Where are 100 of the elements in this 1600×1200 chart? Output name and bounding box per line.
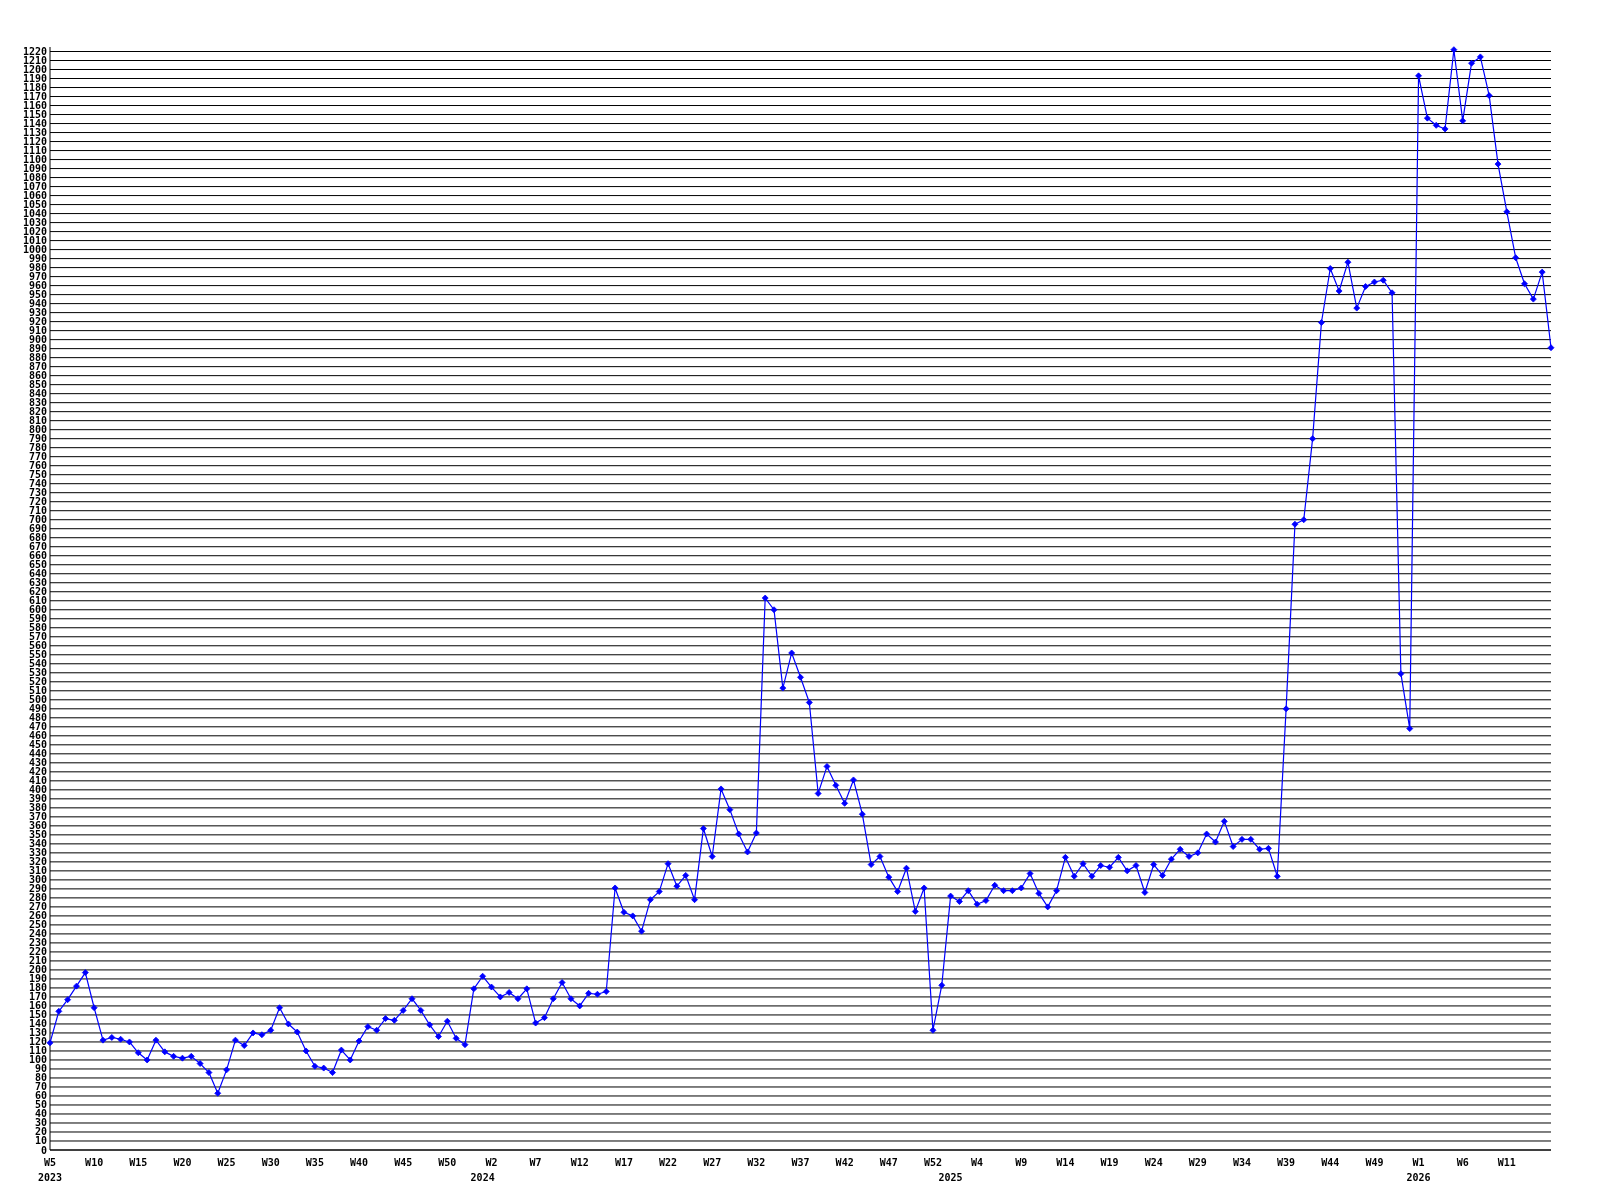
y-tick-label: 600 xyxy=(28,604,47,616)
x-tick-label: W20 xyxy=(173,1157,192,1168)
y-tick-label: 420 xyxy=(28,766,47,778)
y-tick-label: 1020 xyxy=(22,226,47,238)
x-tick-label: W34 xyxy=(1232,1157,1251,1168)
y-tick-label: 50 xyxy=(34,1099,47,1111)
y-tick-label: 510 xyxy=(28,685,47,697)
y-tick-label: 890 xyxy=(28,343,47,355)
x-tick-label: W4 xyxy=(971,1157,984,1168)
y-tick-label: 580 xyxy=(28,622,47,634)
y-tick-label: 350 xyxy=(28,829,47,841)
y-tick-label: 690 xyxy=(28,523,47,535)
x-tick-label: 2025 xyxy=(938,1172,963,1183)
x-tick-label: W6 xyxy=(1456,1157,1469,1168)
y-tick-label: 670 xyxy=(28,541,47,553)
y-tick-label: 390 xyxy=(28,793,47,805)
x-tick-label: W47 xyxy=(879,1157,898,1168)
x-tick-label: W45 xyxy=(394,1157,413,1168)
y-tick-label: 630 xyxy=(28,577,47,589)
y-tick-label: 160 xyxy=(28,1000,47,1012)
y-tick-label: 80 xyxy=(34,1072,47,1084)
y-tick-label: 240 xyxy=(28,928,47,940)
x-tick-label: W22 xyxy=(659,1157,678,1168)
y-tick-label: 610 xyxy=(28,595,47,607)
y-tick-label: 90 xyxy=(34,1063,47,1075)
y-tick-label: 740 xyxy=(28,478,47,490)
y-tick-label: 450 xyxy=(28,739,47,751)
y-tick-label: 830 xyxy=(28,397,47,409)
y-tick-label: 360 xyxy=(28,820,47,832)
y-tick-label: 170 xyxy=(28,991,47,1003)
y-tick-label: 560 xyxy=(28,640,47,652)
y-tick-label: 340 xyxy=(28,838,47,850)
y-tick-label: 900 xyxy=(28,334,47,346)
x-tick-label: W25 xyxy=(217,1157,236,1168)
x-tick-label: W32 xyxy=(747,1157,766,1168)
y-tick-label: 1150 xyxy=(22,109,47,121)
y-tick-label: 540 xyxy=(28,658,47,670)
x-tick-label: W27 xyxy=(703,1157,722,1168)
x-tick-label: W29 xyxy=(1188,1157,1207,1168)
y-tick-label: 480 xyxy=(28,712,47,724)
y-tick-label: 270 xyxy=(28,901,47,913)
y-tick-label: 140 xyxy=(28,1018,47,1030)
y-tick-label: 650 xyxy=(28,559,47,571)
x-tick-label: W11 xyxy=(1497,1157,1516,1168)
y-tick-label: 880 xyxy=(28,352,47,364)
y-tick-label: 1170 xyxy=(22,91,47,103)
y-tick-label: 720 xyxy=(28,496,47,508)
y-tick-label: 730 xyxy=(28,487,47,499)
y-tick-label: 1070 xyxy=(22,181,47,193)
y-tick-label: 300 xyxy=(28,874,47,886)
x-tick-label: W15 xyxy=(129,1157,148,1168)
y-tick-label: 1050 xyxy=(22,199,47,211)
y-tick-label: 1030 xyxy=(22,217,47,229)
x-tick-label: W9 xyxy=(1015,1157,1028,1168)
y-tick-label: 200 xyxy=(28,964,47,976)
y-tick-label: 10 xyxy=(34,1135,47,1147)
y-tick-label: 990 xyxy=(28,253,47,265)
y-tick-label: 460 xyxy=(28,730,47,742)
y-tick-label: 1210 xyxy=(22,55,47,67)
y-tick-label: 1010 xyxy=(22,235,47,247)
x-tick-label: W39 xyxy=(1277,1157,1296,1168)
y-tick-label: 330 xyxy=(28,847,47,859)
y-tick-label: 980 xyxy=(28,262,47,274)
x-tick-label: W30 xyxy=(261,1157,280,1168)
y-tick-label: 220 xyxy=(28,946,47,958)
x-tick-label: W17 xyxy=(614,1157,633,1168)
y-tick-label: 810 xyxy=(28,415,47,427)
y-tick-label: 700 xyxy=(28,514,47,526)
y-tick-label: 960 xyxy=(28,280,47,292)
y-tick-label: 930 xyxy=(28,307,47,319)
y-tick-label: 850 xyxy=(28,379,47,391)
y-tick-label: 40 xyxy=(34,1108,47,1120)
y-tick-label: 210 xyxy=(28,955,47,967)
y-tick-label: 230 xyxy=(28,937,47,949)
y-tick-label: 250 xyxy=(28,919,47,931)
y-tick-label: 190 xyxy=(28,973,47,985)
y-tick-label: 1080 xyxy=(22,172,47,184)
x-tick-label: W50 xyxy=(438,1157,457,1168)
y-tick-label: 1100 xyxy=(22,154,47,166)
y-tick-label: 1090 xyxy=(22,163,47,175)
y-tick-label: 550 xyxy=(28,649,47,661)
x-tick-label: W40 xyxy=(350,1157,369,1168)
y-tick-label: 320 xyxy=(28,856,47,868)
x-tick-label: W1 2026 xyxy=(1406,1157,1431,1183)
y-tick-label: 1140 xyxy=(22,118,47,130)
y-tick-label: 710 xyxy=(28,505,47,517)
y-tick-label: 440 xyxy=(28,748,47,760)
y-tick-label: 1160 xyxy=(22,100,47,112)
y-tick-label: 290 xyxy=(28,883,47,895)
x-tick-label: W12 xyxy=(570,1157,589,1168)
y-tick-label: 180 xyxy=(28,982,47,994)
x-tick-label: W19 xyxy=(1100,1157,1119,1168)
y-tick-label: 1120 xyxy=(22,136,47,148)
x-tick-label: 2024 xyxy=(470,1172,495,1183)
y-tick-label: 0 xyxy=(40,1144,47,1156)
y-tick-label: 30 xyxy=(34,1117,47,1129)
y-tick-label: 130 xyxy=(28,1027,47,1039)
x-tick-label: W24 xyxy=(1144,1157,1163,1168)
x-tick-label: W5 2023 xyxy=(37,1157,63,1183)
y-tick-label: 800 xyxy=(28,424,47,436)
